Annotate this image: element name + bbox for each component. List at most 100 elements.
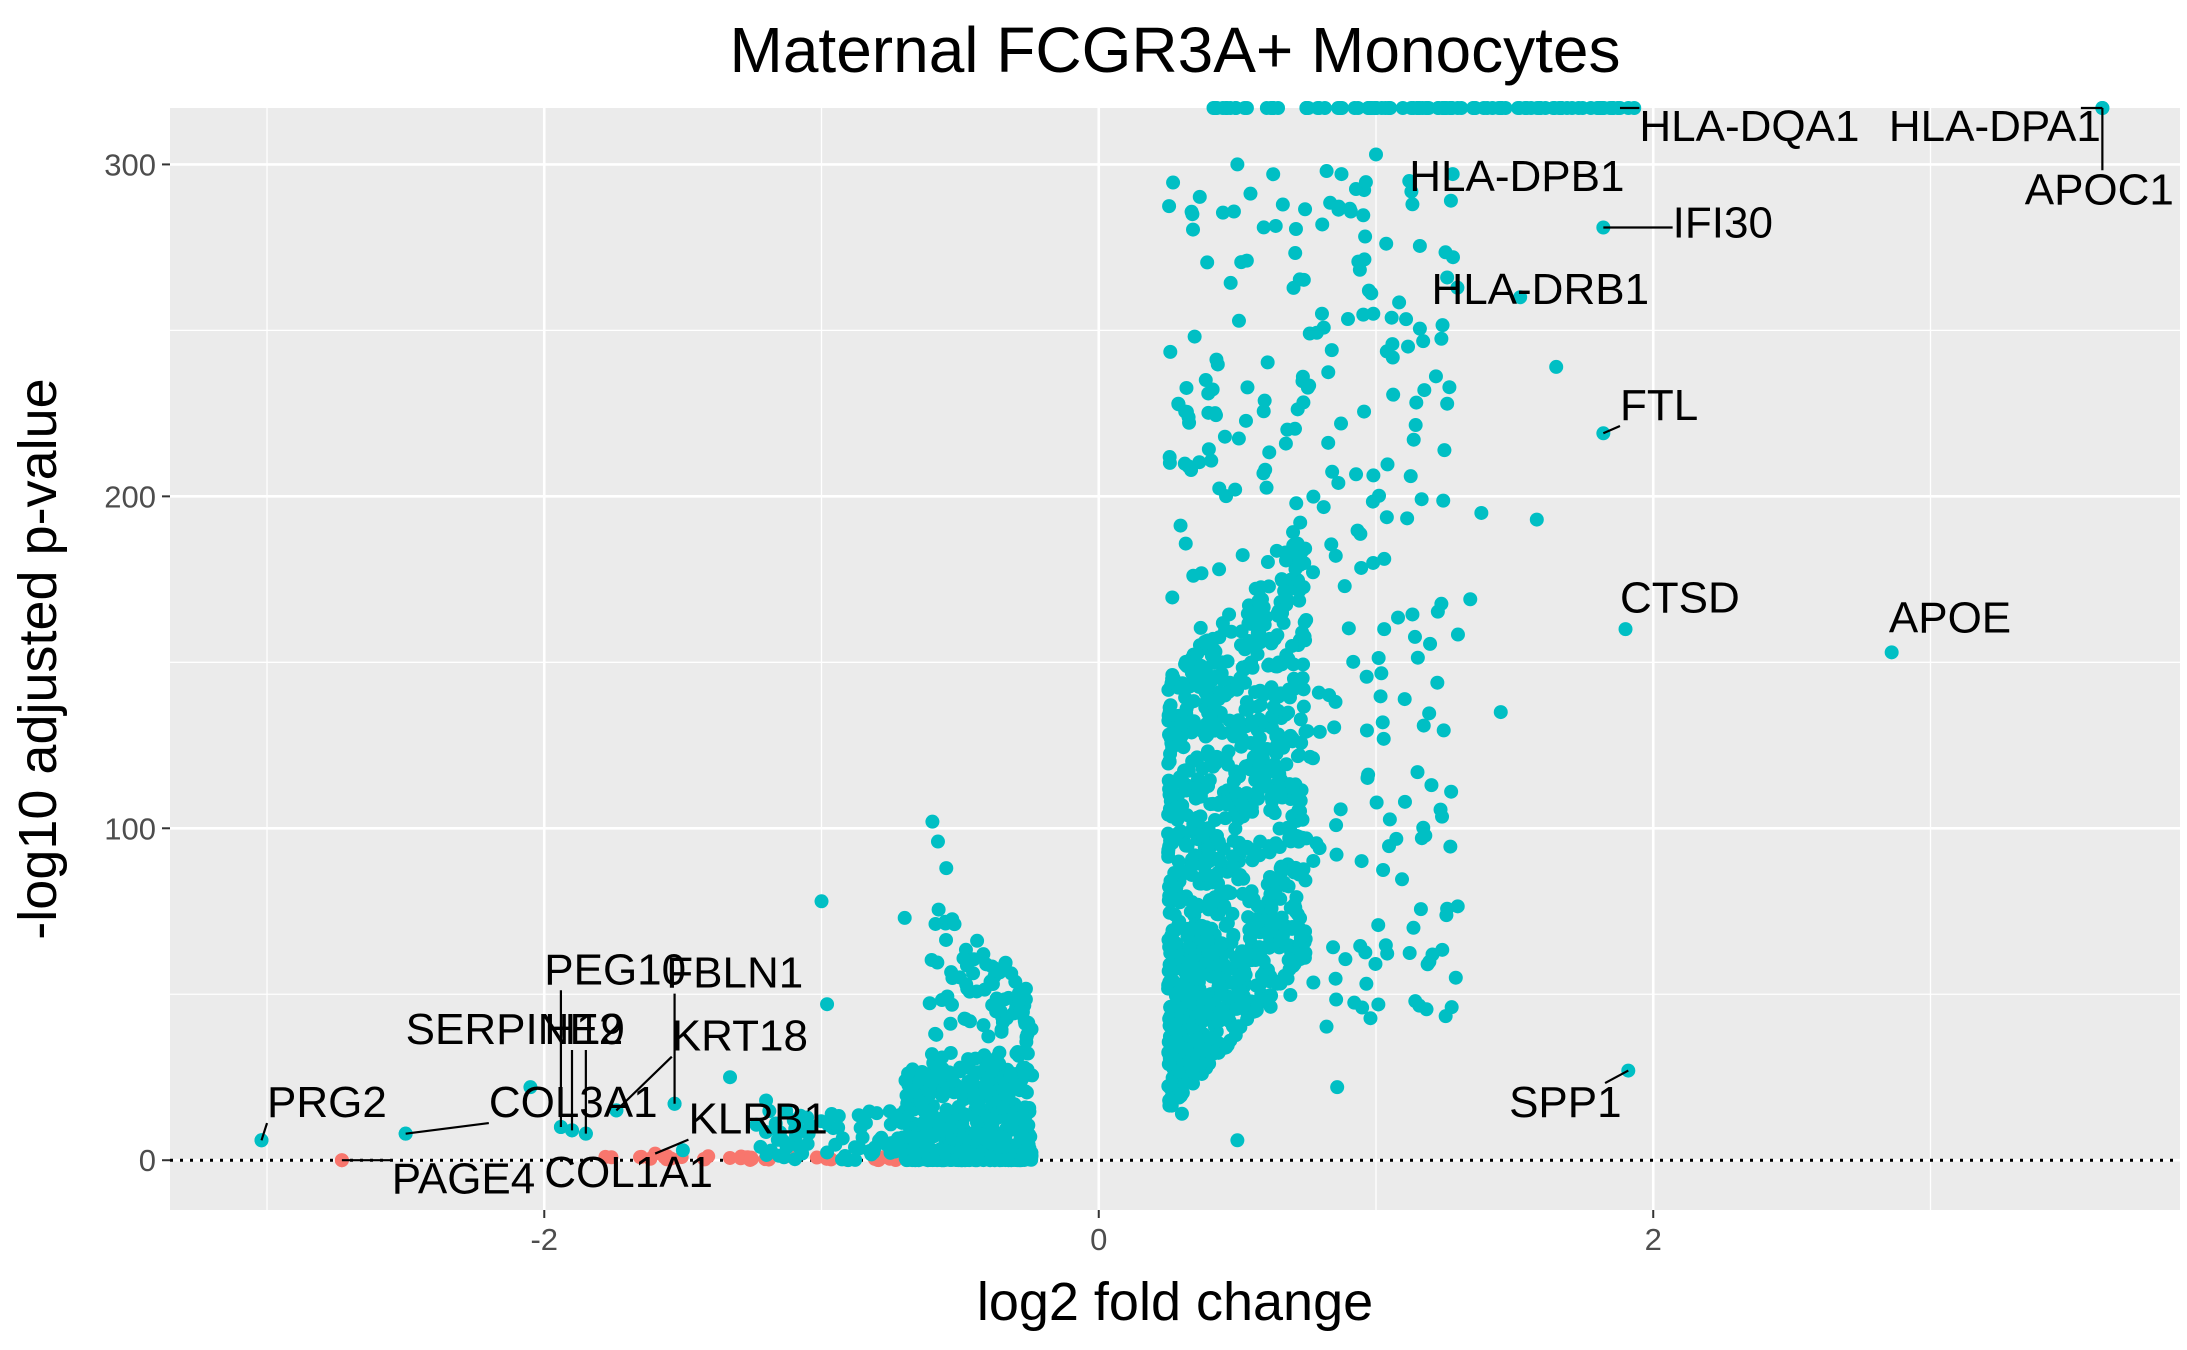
significant-point (1334, 167, 1349, 182)
significant-point (1366, 468, 1381, 483)
significant-point (791, 1139, 806, 1154)
significant-point (1204, 453, 1219, 468)
significant-point (1204, 897, 1219, 912)
significant-point (924, 952, 939, 967)
significant-point (1435, 942, 1450, 957)
significant-point (1250, 647, 1265, 662)
non-significant-point (697, 1152, 712, 1167)
significant-point (1165, 671, 1180, 686)
significant-point (1297, 615, 1312, 630)
significant-point (1379, 510, 1394, 525)
significant-point (1331, 199, 1346, 214)
significant-point (835, 1131, 850, 1146)
significant-point (1369, 795, 1384, 810)
significant-point (1407, 629, 1422, 644)
significant-point (1285, 731, 1300, 746)
significant-point (1364, 286, 1379, 301)
significant-point (1189, 753, 1204, 768)
significant-point (1212, 562, 1227, 577)
significant-point (1162, 957, 1177, 972)
significant-point (1268, 218, 1283, 233)
significant-point (831, 1120, 846, 1135)
significant-point (1289, 496, 1304, 511)
background-points (334, 101, 1642, 1168)
significant-point (1201, 386, 1216, 401)
significant-point (1306, 489, 1321, 504)
significant-point (1020, 1027, 1035, 1042)
significant-point (1253, 580, 1268, 595)
significant-point (1245, 853, 1260, 868)
significant-point (992, 1153, 1007, 1168)
significant-point (1287, 421, 1302, 436)
significant-point (1321, 365, 1336, 380)
significant-point (1341, 312, 1356, 327)
significant-point (1442, 380, 1457, 395)
y-axis-ticks: 0 100 200 300 (104, 147, 170, 1178)
significant-point (1178, 838, 1193, 853)
significant-point (1450, 280, 1465, 295)
significant-point (1463, 592, 1478, 607)
significant-point (1015, 1060, 1030, 1075)
significant-point (1355, 1000, 1370, 1015)
significant-point (1272, 840, 1287, 855)
significant-point (1402, 945, 1417, 960)
significant-point (901, 1066, 916, 1081)
gene-label: HLA-DPB1 (1409, 152, 1624, 201)
anchor-points (254, 147, 1564, 1158)
significant-point (1211, 797, 1226, 812)
significant-point (1178, 763, 1193, 778)
significant-point (958, 1143, 973, 1158)
significant-point (1331, 475, 1346, 490)
significant-point (1260, 355, 1275, 370)
significant-point (1178, 536, 1193, 551)
significant-point (928, 916, 943, 931)
gene-label: PEG10 (544, 945, 686, 994)
significant-point (869, 1106, 884, 1121)
gene-label: CTSD (1620, 574, 1740, 623)
significant-point (1186, 222, 1201, 237)
significant-point (971, 1100, 986, 1115)
significant-point (1199, 672, 1214, 687)
significant-point (1243, 186, 1258, 201)
x-axis-ticks: -2 0 2 (530, 1210, 1662, 1257)
significant-point (1238, 413, 1253, 428)
significant-point (1341, 621, 1356, 636)
significant-point (1286, 657, 1301, 672)
significant-point (1328, 971, 1343, 986)
significant-point (1296, 657, 1311, 672)
significant-point (925, 1074, 940, 1089)
significant-point (1286, 671, 1301, 686)
significant-point (1228, 482, 1243, 497)
significant-point (1444, 784, 1459, 799)
significant-point (1405, 197, 1420, 212)
significant-point (1201, 405, 1216, 420)
significant-point (1350, 523, 1365, 538)
significant-point (1231, 713, 1246, 728)
significant-point (1273, 603, 1288, 618)
significant-point (1379, 236, 1394, 251)
significant-point (1231, 431, 1246, 446)
gene-label: PRG2 (267, 1078, 387, 1127)
significant-point (1360, 770, 1375, 785)
significant-point (1229, 786, 1244, 801)
significant-point (1254, 741, 1269, 756)
significant-point (1015, 1004, 1030, 1019)
significant-point (1208, 813, 1223, 828)
significant-point (1241, 910, 1256, 925)
significant-point (1198, 373, 1213, 388)
significant-point (931, 902, 946, 917)
significant-point (1330, 1080, 1345, 1095)
significant-point (922, 1152, 937, 1167)
significant-point (1412, 238, 1427, 253)
significant-point (1207, 851, 1222, 866)
significant-point (1200, 728, 1215, 743)
significant-point (1434, 331, 1449, 346)
significant-point (1309, 325, 1324, 340)
significant-point (1303, 749, 1318, 764)
significant-point (1184, 725, 1199, 740)
significant-point (1319, 164, 1334, 179)
significant-point (1358, 229, 1373, 244)
significant-point (939, 932, 954, 947)
significant-point (1190, 1031, 1205, 1046)
significant-point (1338, 952, 1353, 967)
